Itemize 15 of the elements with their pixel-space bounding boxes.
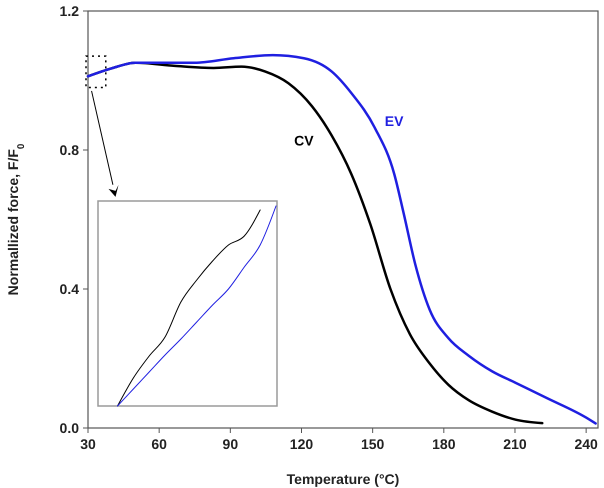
series-label: CV	[294, 132, 314, 148]
y-tick-label: 0.0	[60, 420, 80, 436]
x-tick-label: 120	[290, 436, 314, 452]
x-tick-label: 90	[222, 436, 238, 452]
x-tick-label: 240	[574, 436, 598, 452]
x-tick-label: 60	[151, 436, 168, 452]
x-axis-title: Temperature (°C)	[286, 471, 400, 487]
x-tick-label: 30	[80, 436, 96, 452]
x-tick-label: 180	[432, 436, 456, 452]
y-tick-label: 0.4	[60, 281, 80, 297]
x-tick-label: 150	[360, 436, 385, 452]
series-label: EV	[384, 112, 404, 129]
x-tick-label: 210	[503, 436, 527, 452]
y-tick-label: 0.8	[60, 142, 80, 158]
y-tick-label: 1.2	[60, 3, 80, 19]
